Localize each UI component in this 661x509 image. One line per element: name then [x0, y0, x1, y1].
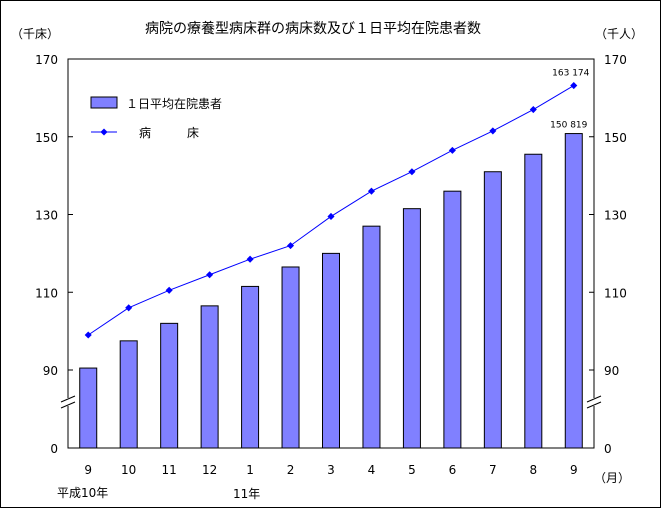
x-tick-label: 3 [327, 463, 335, 477]
right-tick-label: 110 [604, 286, 627, 300]
legend-line-label: 病 床 [139, 125, 199, 140]
line-point [287, 242, 295, 250]
x-tick-label: 6 [449, 463, 457, 477]
line-last-label: 163 174 [552, 69, 589, 79]
right-tick-label: 0 [604, 442, 612, 456]
right-tick-label: 150 [604, 131, 627, 145]
chart-title: 病院の療養型病床群の病床数及び１日平均在院患者数 [145, 20, 481, 37]
line-point [327, 212, 335, 220]
axis-break-gap [588, 398, 600, 406]
legend-bar-swatch [90, 96, 118, 109]
x-tick-labels: 9 10 11 12 1 2 3 4 5 6 7 8 9 [84, 463, 577, 477]
era-label-h11: 11年 [233, 487, 260, 501]
bar [564, 133, 583, 449]
bar [362, 225, 381, 449]
left-tick-label: 90 [43, 364, 58, 378]
line-point [448, 146, 456, 154]
line-point [165, 286, 173, 294]
left-tick-label: 130 [35, 209, 58, 223]
line-point [408, 168, 416, 176]
right-axis-unit: （千人） [595, 27, 643, 41]
line-series [84, 82, 578, 339]
bar [200, 305, 219, 449]
axis-break-mark [586, 395, 602, 403]
left-tick-label: 0 [50, 442, 58, 456]
line-point [125, 304, 133, 312]
bar [524, 153, 543, 449]
left-tick-label: 110 [35, 286, 58, 300]
x-tick-label: 2 [287, 463, 295, 477]
month-axis-unit: （月） [594, 471, 630, 485]
x-tick-label: 5 [408, 463, 416, 477]
x-tick-label: 7 [489, 463, 497, 477]
right-tick-label: 130 [604, 209, 627, 223]
line-point [529, 106, 537, 114]
axis-break-mark [60, 401, 76, 409]
bar [160, 322, 179, 449]
axis-break-mark [60, 395, 76, 403]
legend-line-marker [100, 128, 108, 136]
y-tick-labels: 170 170 150 150 130 130 110 110 90 90 0 0 [35, 53, 627, 456]
bar-last-label: 150 819 [550, 121, 587, 131]
x-tick-label: 4 [368, 463, 376, 477]
era-label-h10: 平成10年 [57, 486, 108, 500]
bar [119, 340, 138, 449]
x-tick-label: 1 [246, 463, 254, 477]
left-tick-label: 150 [35, 131, 58, 145]
axis-break-mark [586, 401, 602, 409]
axis-breaks [60, 395, 602, 409]
x-tick-label: 9 [570, 463, 578, 477]
x-tick-label: 9 [84, 463, 92, 477]
x-tick-label: 8 [529, 463, 537, 477]
left-tick-label: 170 [35, 53, 58, 67]
bar [322, 252, 340, 449]
bar [402, 208, 421, 449]
line-point [570, 82, 578, 90]
line-point [367, 187, 375, 195]
x-tick-label: 10 [121, 463, 136, 477]
bar [483, 171, 502, 449]
data-labels: 163 174 150 819 [550, 69, 589, 131]
bar-series [79, 133, 583, 449]
line-point [489, 127, 497, 135]
x-tick-label: 11 [162, 463, 177, 477]
right-tick-label: 90 [604, 364, 619, 378]
line-point [84, 331, 92, 339]
right-tick-label: 170 [604, 53, 627, 67]
bar [241, 285, 260, 449]
line-point [206, 271, 214, 279]
left-axis-unit: （千床） [11, 27, 59, 41]
bar [281, 266, 300, 449]
legend-bar-label: １日平均在院患者 [126, 97, 222, 111]
bar [79, 367, 98, 449]
x-tick-label: 12 [202, 463, 217, 477]
axis-break-gap [62, 398, 74, 406]
bar [443, 190, 462, 449]
axis-ticks [68, 58, 594, 449]
